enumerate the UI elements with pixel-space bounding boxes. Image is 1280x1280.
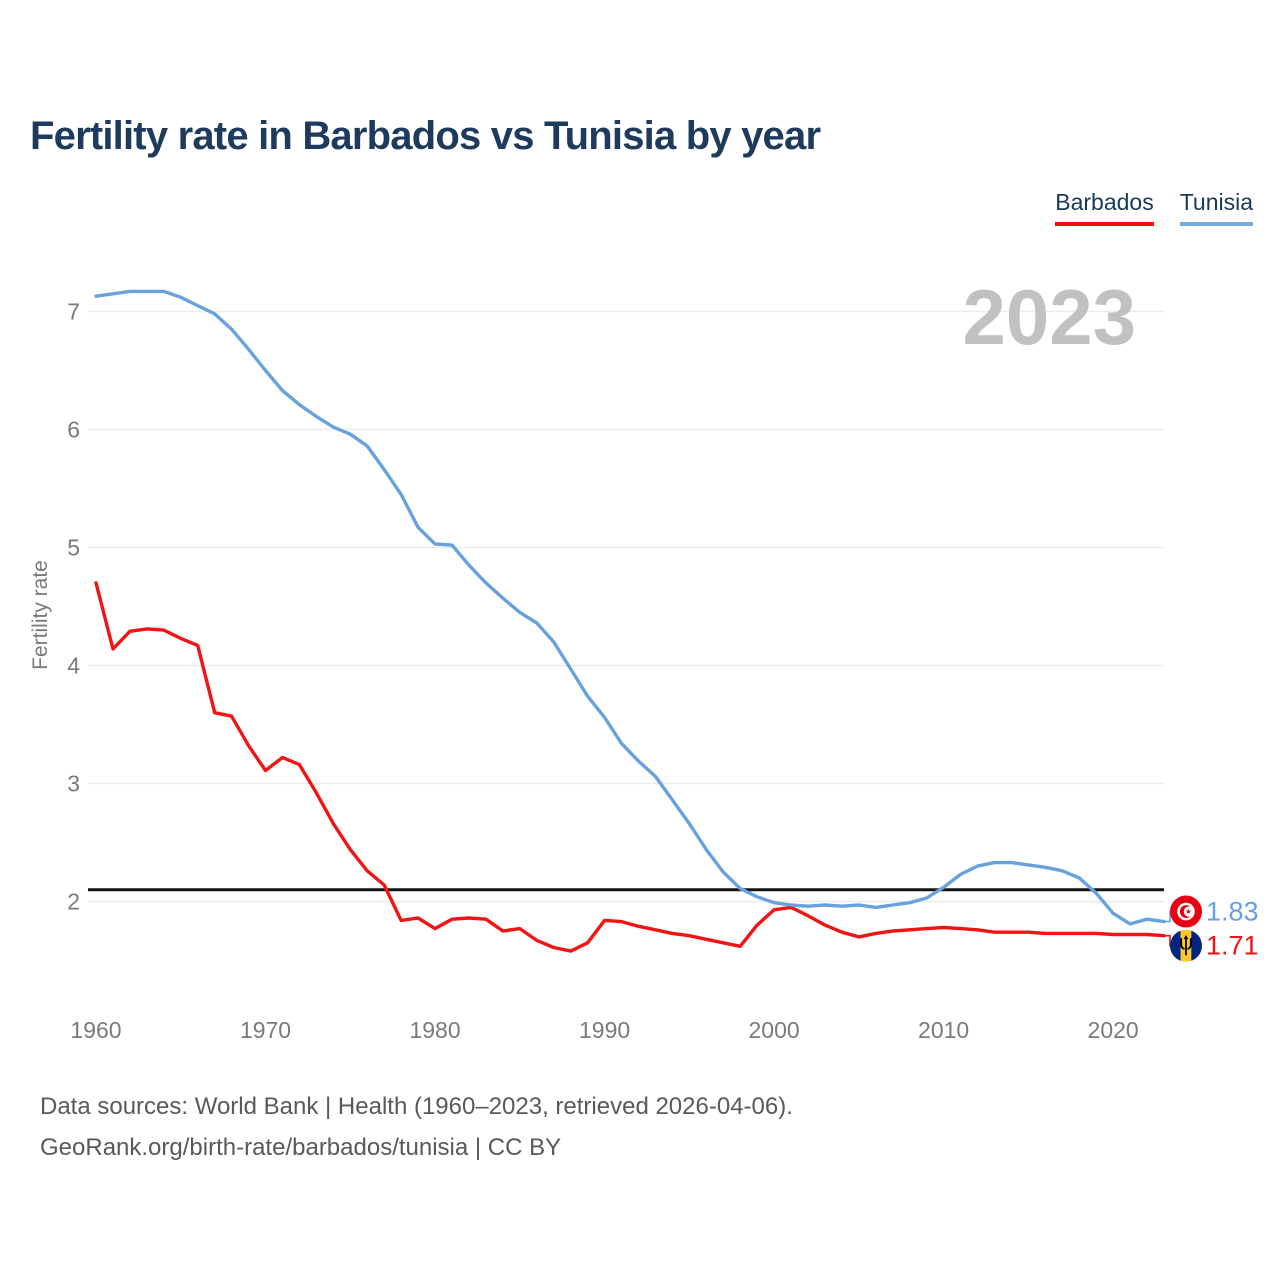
x-tick-label: 2000 <box>749 1017 800 1043</box>
y-tick-label: 5 <box>67 535 80 561</box>
y-tick-label: 3 <box>67 771 80 797</box>
footer-attribution: GeoRank.org/birth-rate/barbados/tunisia … <box>40 1134 562 1161</box>
x-tick-label: 1980 <box>409 1017 460 1043</box>
tunisia-flag-icon <box>1170 895 1202 928</box>
y-tick-label: 6 <box>67 417 80 443</box>
legend-item-tunisia[interactable]: Tunisia <box>1179 189 1253 226</box>
y-tick-label: 4 <box>67 653 80 679</box>
x-tick-label: 2020 <box>1088 1017 1139 1043</box>
footer-sources: Data sources: World Bank | Health (1960–… <box>40 1093 793 1120</box>
y-axis-title: Fertility rate <box>29 560 52 670</box>
y-tick-label: 7 <box>67 299 80 325</box>
watermark-year: 2023 <box>962 273 1136 361</box>
x-tick-label: 1990 <box>579 1017 630 1043</box>
x-tick-label: 1960 <box>70 1017 121 1043</box>
end-leader-barbados <box>1164 934 1171 947</box>
legend: Barbados Tunisia <box>1055 189 1253 226</box>
series-line-tunisia <box>94 289 1166 926</box>
y-tick-label: 2 <box>67 889 80 915</box>
chart-title: Fertility rate in Barbados vs Tunisia by… <box>30 114 821 158</box>
footer: Data sources: World Bank | Health (1960–… <box>40 1086 793 1168</box>
x-tick-label: 2010 <box>918 1017 969 1043</box>
end-leader-tunisia <box>1164 910 1171 923</box>
series-end-label-barbados: 1.71 <box>1206 931 1259 961</box>
series-line-barbados <box>94 581 1166 953</box>
legend-item-barbados[interactable]: Barbados <box>1055 189 1154 226</box>
barbados-flag-icon <box>1170 929 1202 962</box>
x-tick-label: 1970 <box>240 1017 291 1043</box>
series-end-label-tunisia: 1.83 <box>1206 897 1259 927</box>
